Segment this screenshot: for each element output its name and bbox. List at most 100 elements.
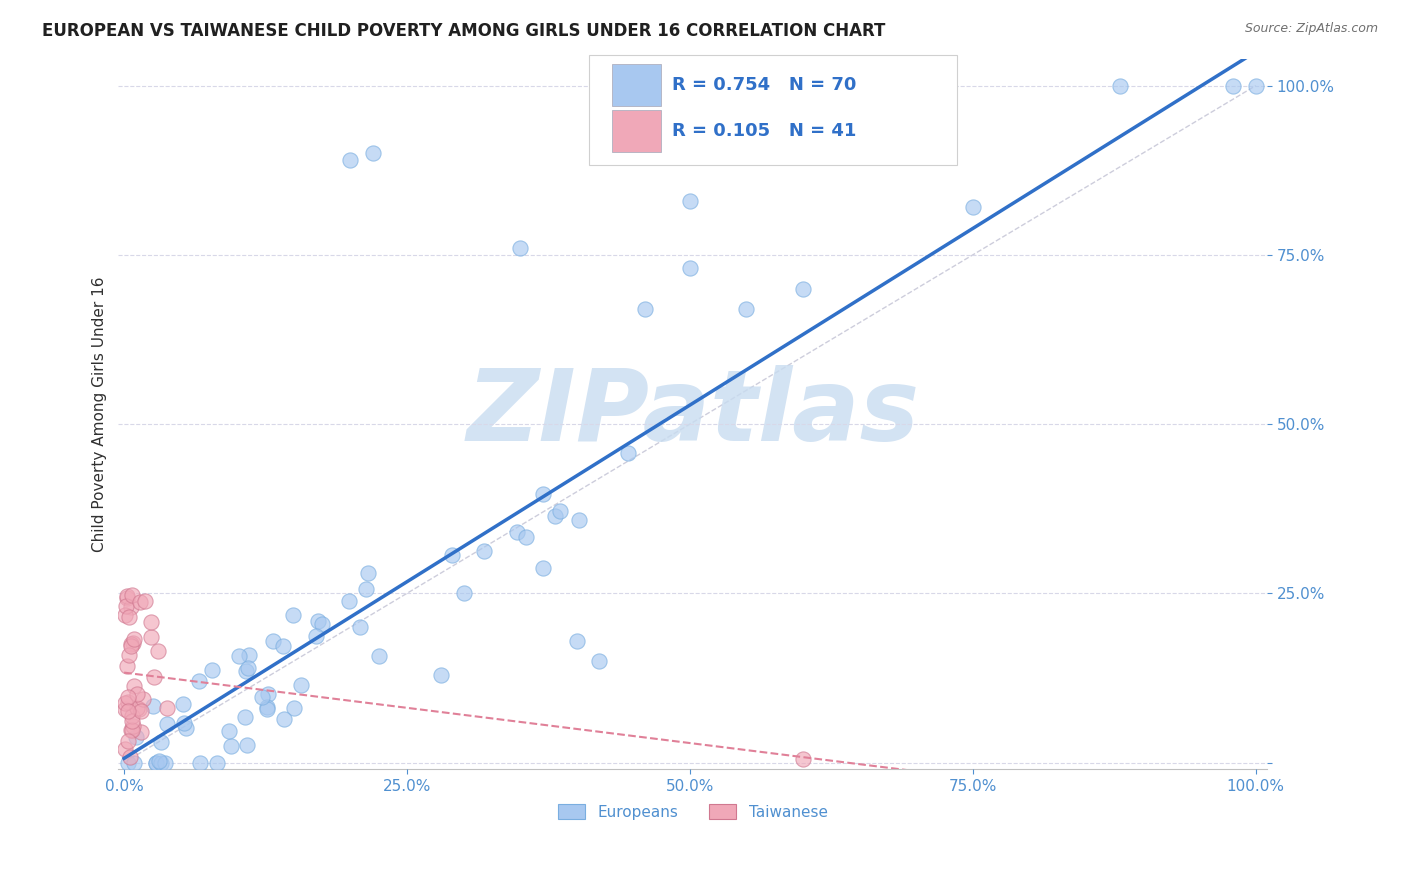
Point (117, 734, 139, 748)
Point (141, 699, 163, 714)
Point (262, 633, 284, 648)
Point (120, 637, 142, 651)
Point (368, 648, 391, 663)
Point (122, 636, 145, 650)
Text: R = 0.754   N = 70: R = 0.754 N = 70 (672, 76, 856, 94)
Point (679, 261, 702, 276)
Point (115, 591, 138, 605)
Point (273, 712, 295, 726)
Point (792, 752, 814, 766)
Point (121, 718, 143, 732)
Point (283, 700, 305, 714)
Y-axis label: Child Poverty Among Girls Under 16: Child Poverty Among Girls Under 16 (93, 277, 107, 551)
Point (271, 639, 294, 653)
Point (252, 690, 274, 704)
Point (115, 659, 138, 673)
Point (122, 632, 145, 647)
Point (124, 680, 146, 694)
Point (121, 708, 143, 723)
Point (256, 702, 278, 716)
Point (145, 756, 167, 770)
Point (472, 544, 495, 558)
Point (257, 687, 280, 701)
Point (453, 586, 475, 600)
Point (219, 739, 242, 753)
Point (114, 702, 136, 716)
Point (173, 716, 195, 731)
Point (515, 530, 537, 544)
Text: R = 0.105   N = 41: R = 0.105 N = 41 (672, 122, 856, 140)
Point (125, 730, 148, 744)
Point (544, 509, 567, 524)
Point (117, 690, 139, 705)
Point (114, 599, 136, 614)
FancyBboxPatch shape (613, 64, 661, 106)
Legend: Europeans, Taiwanese: Europeans, Taiwanese (551, 797, 834, 826)
Point (117, 704, 139, 718)
Point (337, 594, 360, 608)
Point (228, 648, 250, 663)
Point (118, 609, 141, 624)
Point (114, 741, 136, 756)
Point (118, 648, 141, 663)
Point (174, 721, 197, 735)
Point (128, 702, 150, 716)
Point (238, 648, 260, 663)
Point (114, 696, 136, 710)
Point (679, 194, 702, 208)
Point (1222, 78, 1244, 93)
Point (307, 614, 329, 628)
Point (357, 566, 380, 580)
Point (150, 756, 173, 770)
Point (1244, 78, 1267, 93)
Point (156, 701, 179, 715)
Point (150, 735, 173, 749)
Point (120, 600, 142, 615)
Point (236, 661, 259, 675)
Point (129, 704, 152, 718)
Point (565, 633, 588, 648)
Point (117, 756, 139, 770)
Point (506, 524, 529, 539)
Point (131, 691, 153, 706)
Point (339, 153, 361, 167)
Point (509, 241, 531, 255)
Point (172, 698, 194, 712)
Point (125, 687, 148, 701)
Point (548, 504, 571, 518)
Point (120, 640, 142, 654)
Point (430, 667, 453, 681)
Point (233, 710, 256, 724)
Point (121, 714, 143, 728)
Point (118, 749, 141, 764)
Point (148, 755, 170, 769)
Point (305, 629, 328, 643)
Point (129, 725, 152, 739)
Text: ZIPatlas: ZIPatlas (467, 366, 920, 462)
Point (153, 756, 176, 770)
Point (235, 664, 257, 678)
Point (114, 607, 136, 622)
Point (349, 620, 371, 634)
Point (122, 756, 145, 770)
Point (290, 677, 312, 691)
Point (531, 486, 554, 500)
Point (125, 700, 148, 714)
Point (311, 616, 333, 631)
Point (531, 561, 554, 575)
Point (141, 615, 163, 629)
Point (128, 595, 150, 609)
Point (143, 670, 166, 684)
FancyBboxPatch shape (613, 111, 661, 153)
Point (134, 594, 156, 608)
Point (617, 445, 640, 459)
Point (141, 630, 163, 644)
Point (1109, 78, 1132, 93)
Point (145, 756, 167, 770)
Point (361, 146, 384, 161)
Point (281, 608, 304, 623)
Point (568, 512, 591, 526)
Point (588, 654, 610, 668)
FancyBboxPatch shape (589, 55, 957, 165)
Point (256, 700, 278, 714)
